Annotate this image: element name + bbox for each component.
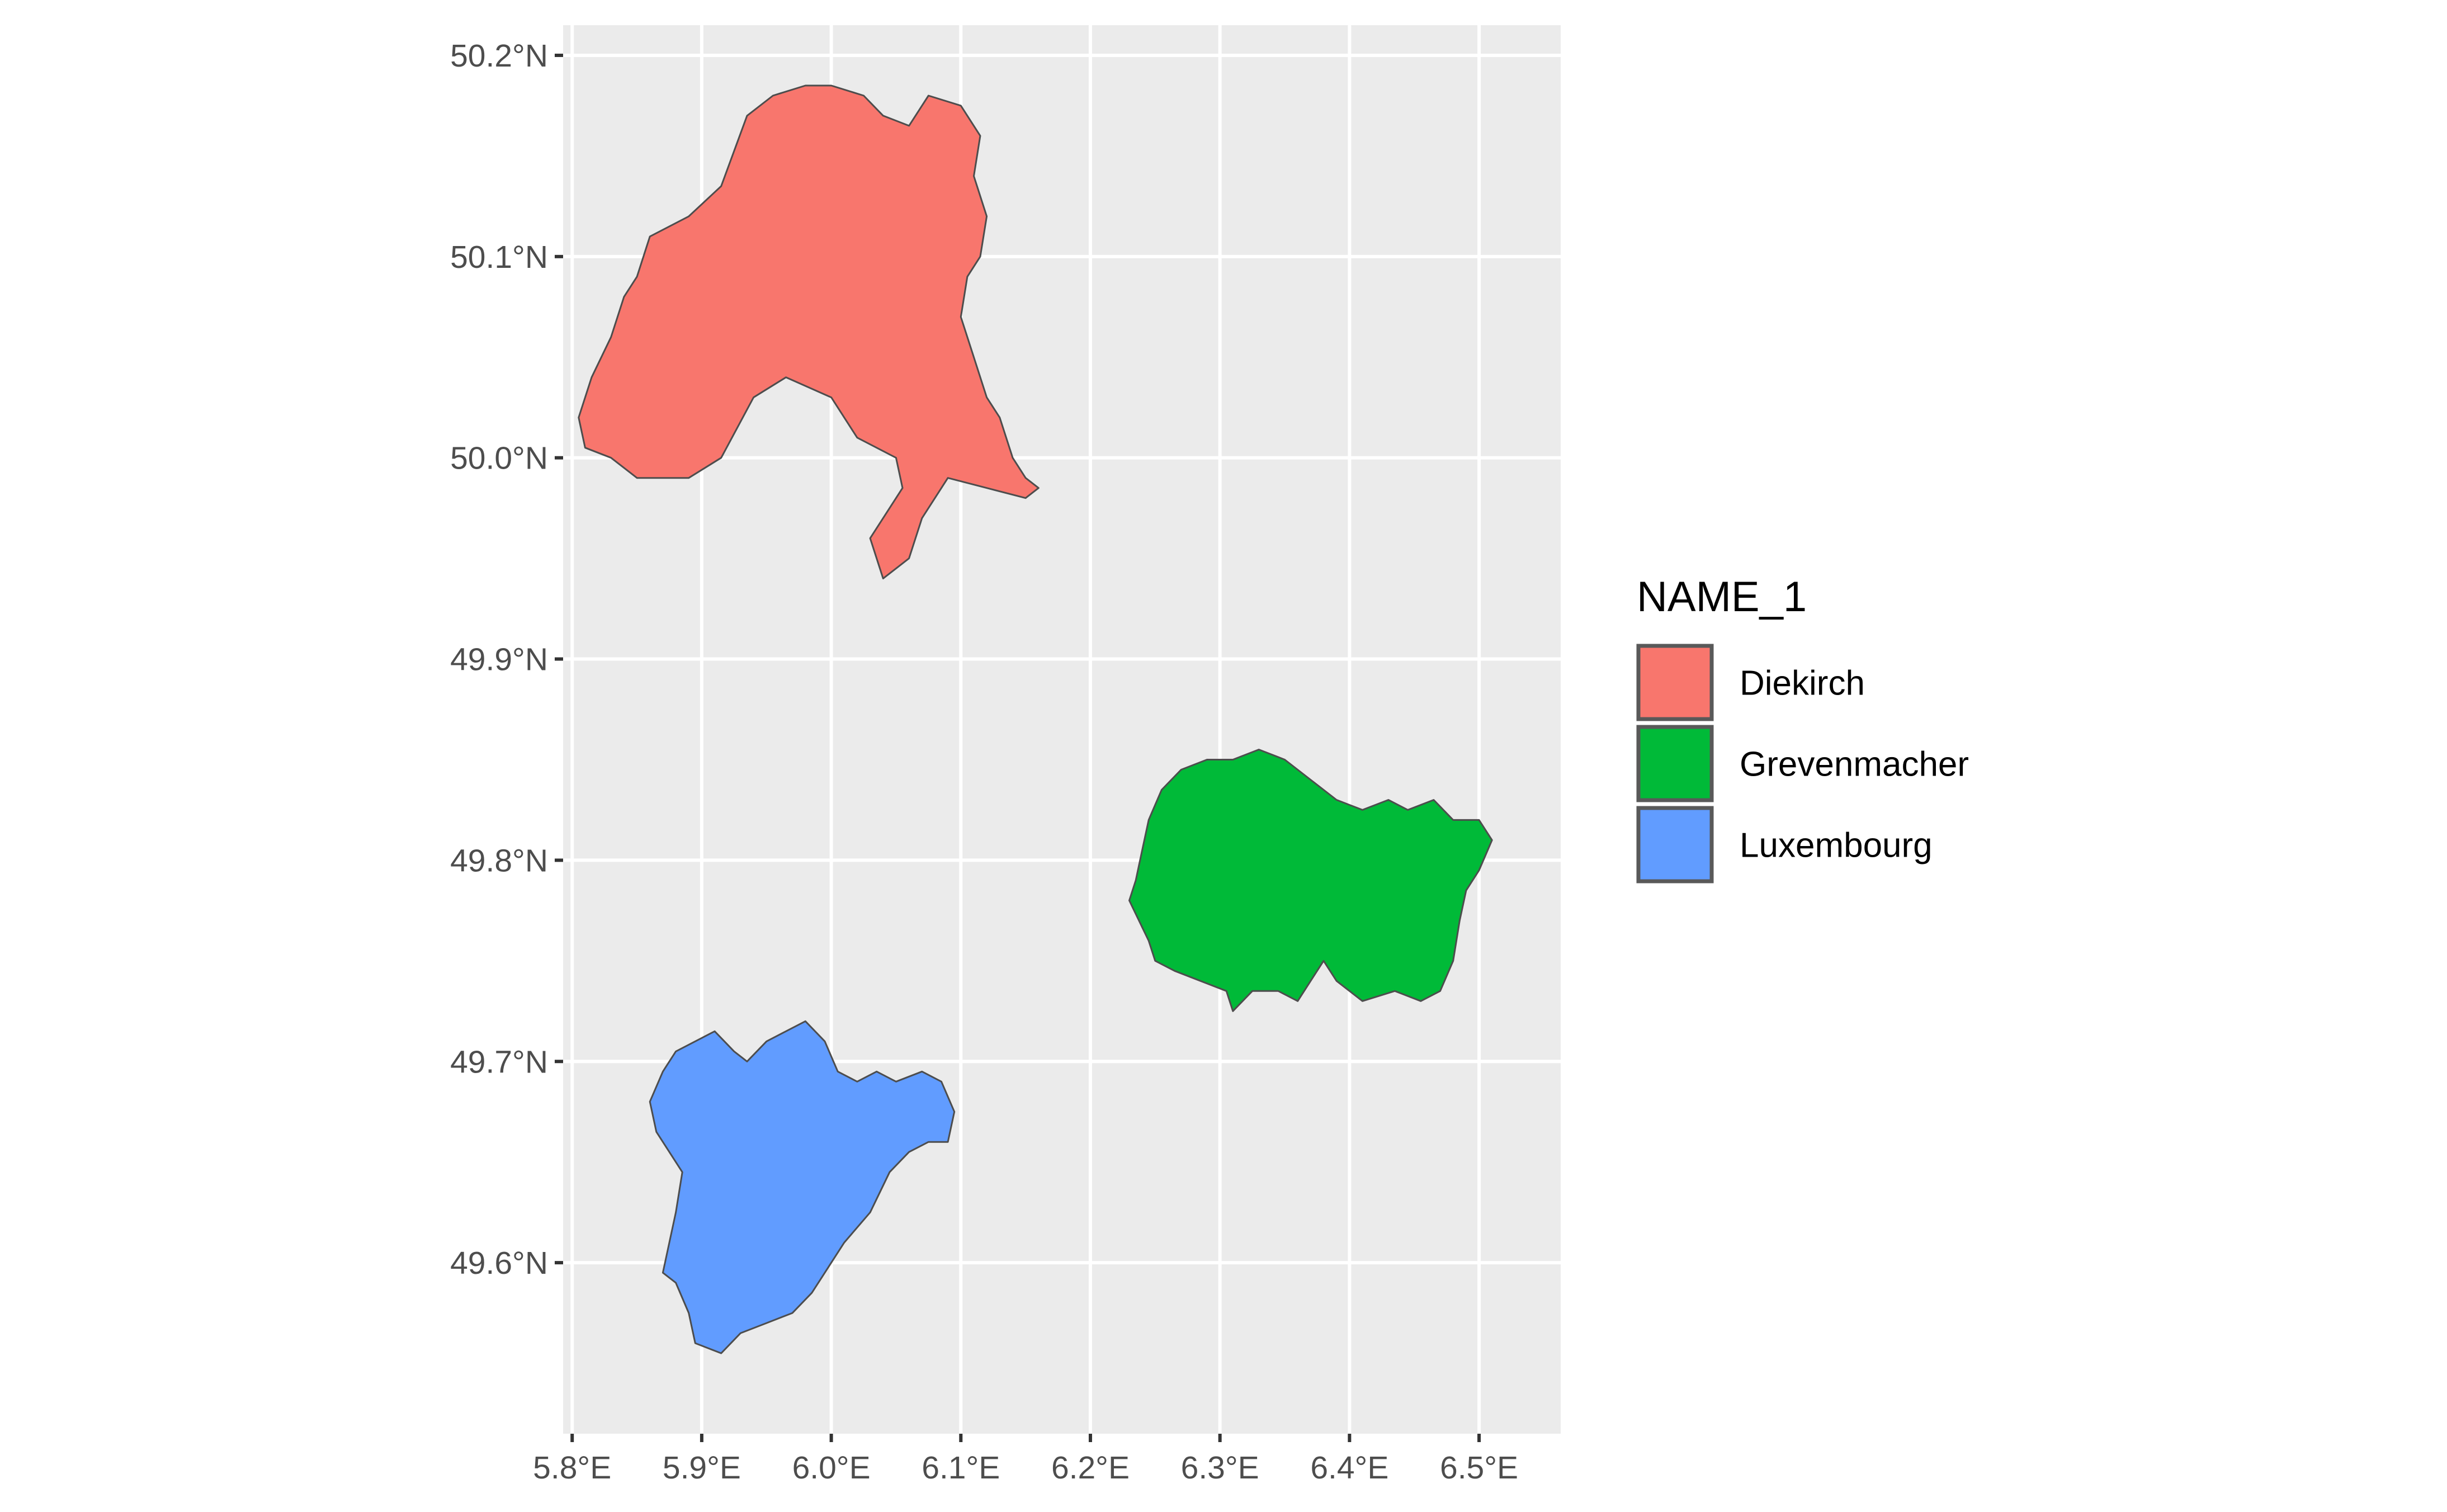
y-axis: 50.2°N 50.1°N 50.0°N 49.9°N 49.8°N 49.7°N 49.6…	[450, 38, 563, 1281]
x-tick-label: 6.1°E	[922, 1450, 1000, 1486]
legend-key-diekirch	[1636, 644, 1714, 721]
y-tick-label: 50.1°N	[450, 239, 548, 275]
x-tick-label: 5.8°E	[533, 1450, 611, 1486]
legend-title: NAME_1	[1637, 573, 1807, 621]
y-tick-label: 50.2°N	[450, 38, 548, 74]
legend-label-grevenmacher: Grevenmacher	[1740, 745, 1969, 784]
y-tick-label: 49.9°N	[450, 642, 548, 678]
map-regions	[578, 84, 1493, 1354]
legend-key-luxembourg	[1636, 806, 1714, 883]
x-tick-label: 6.5°E	[1440, 1450, 1518, 1486]
y-tick-label: 49.7°N	[450, 1044, 548, 1080]
region-luxembourg	[649, 1020, 956, 1354]
y-tick-label: 49.8°N	[450, 843, 548, 878]
x-tick-label: 6.0°E	[792, 1450, 871, 1486]
region-grevenmacher	[1128, 749, 1493, 1012]
x-tick-label: 6.3°E	[1181, 1450, 1259, 1486]
x-axis: 5.8°E 5.9°E 6.0°E 6.1°E 6.2°E 6.3°E 6.4°E 6.5°E	[533, 1434, 1518, 1486]
legend-label-luxembourg: Luxembourg	[1740, 826, 1933, 865]
x-tick-label: 6.2°E	[1051, 1450, 1130, 1486]
region-diekirch	[578, 84, 1040, 580]
x-tick-label: 5.9°E	[663, 1450, 741, 1486]
legend: NAME_1 Diekirch Grevenmacher Luxembourg	[1636, 573, 1969, 883]
x-tick-label: 6.4°E	[1310, 1450, 1388, 1486]
legend-key-grevenmacher	[1636, 725, 1714, 802]
legend-label-diekirch: Diekirch	[1740, 664, 1865, 703]
y-tick-label: 50.0°N	[450, 441, 548, 476]
y-tick-label: 49.6°N	[450, 1245, 548, 1281]
